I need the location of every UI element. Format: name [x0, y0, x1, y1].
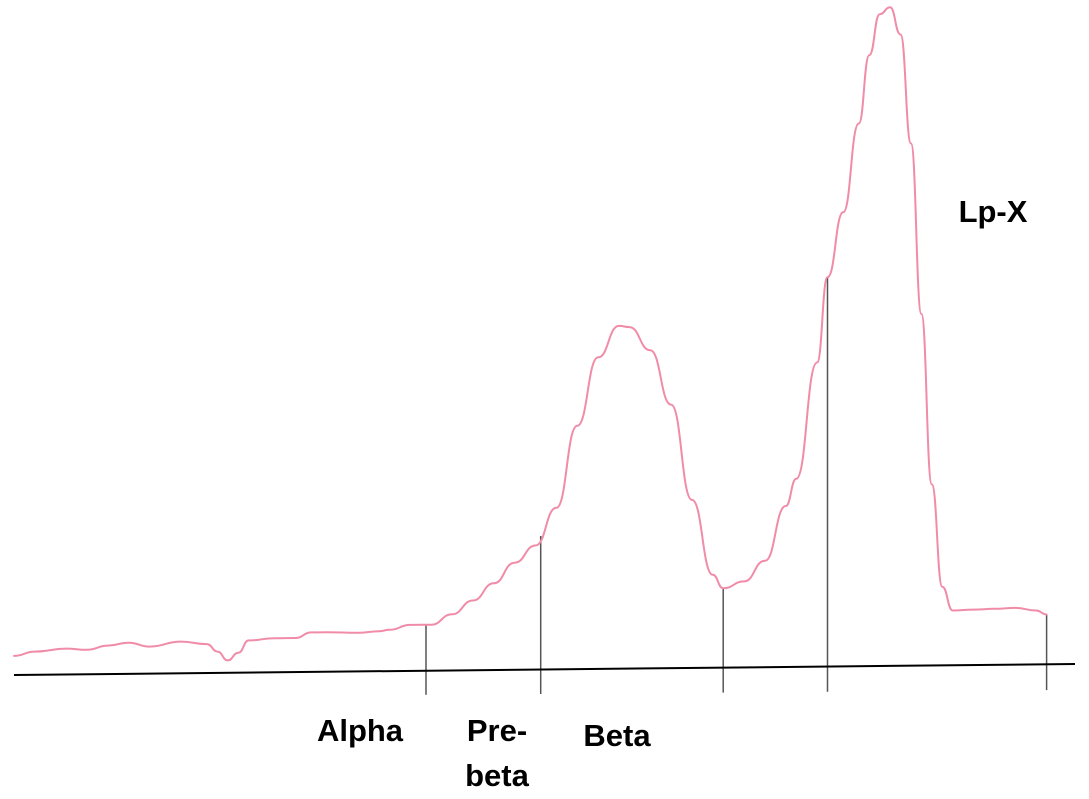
pre-beta-label-line2: beta	[465, 758, 530, 793]
lp-x-label: Lp-X	[959, 194, 1028, 229]
baseline-axis	[13, 663, 1076, 676]
beta-label: Beta	[583, 718, 651, 753]
pre-beta-label-line1: Pre-	[467, 713, 527, 748]
alpha-label: Alpha	[317, 713, 404, 748]
fraction-boundaries	[425, 277, 1048, 695]
densitometry-curve	[13, 6, 1048, 662]
